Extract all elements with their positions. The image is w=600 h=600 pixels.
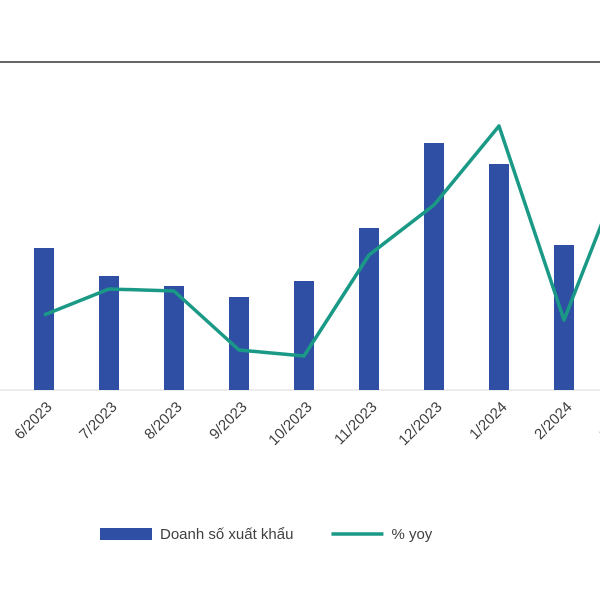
x-tick-label: 9/2023 [206, 399, 250, 443]
x-tick-label: 12/2023 [395, 399, 445, 449]
x-tick-label: 3/2024 [596, 399, 600, 443]
legend-swatch [100, 528, 152, 540]
bar [359, 228, 379, 390]
legend-label: Doanh số xuất khẩu [160, 526, 293, 543]
legend-label: % yoy [391, 526, 432, 543]
x-tick-label: 2/2024 [531, 399, 575, 443]
x-tick-label: 10/2023 [265, 399, 315, 449]
x-tick-label: 11/2023 [331, 399, 381, 449]
x-tick-label: 1/2024 [466, 399, 510, 443]
x-tick-label: 6/2023 [11, 399, 55, 443]
bar [489, 164, 509, 390]
bar [164, 286, 184, 390]
line [43, 124, 600, 358]
bar [424, 143, 444, 390]
bar [99, 276, 119, 390]
bar [229, 297, 249, 390]
bar [294, 281, 314, 390]
x-tick-label: 7/2023 [76, 399, 120, 443]
bar [34, 248, 54, 390]
x-tick-label: 8/2023 [141, 399, 185, 443]
